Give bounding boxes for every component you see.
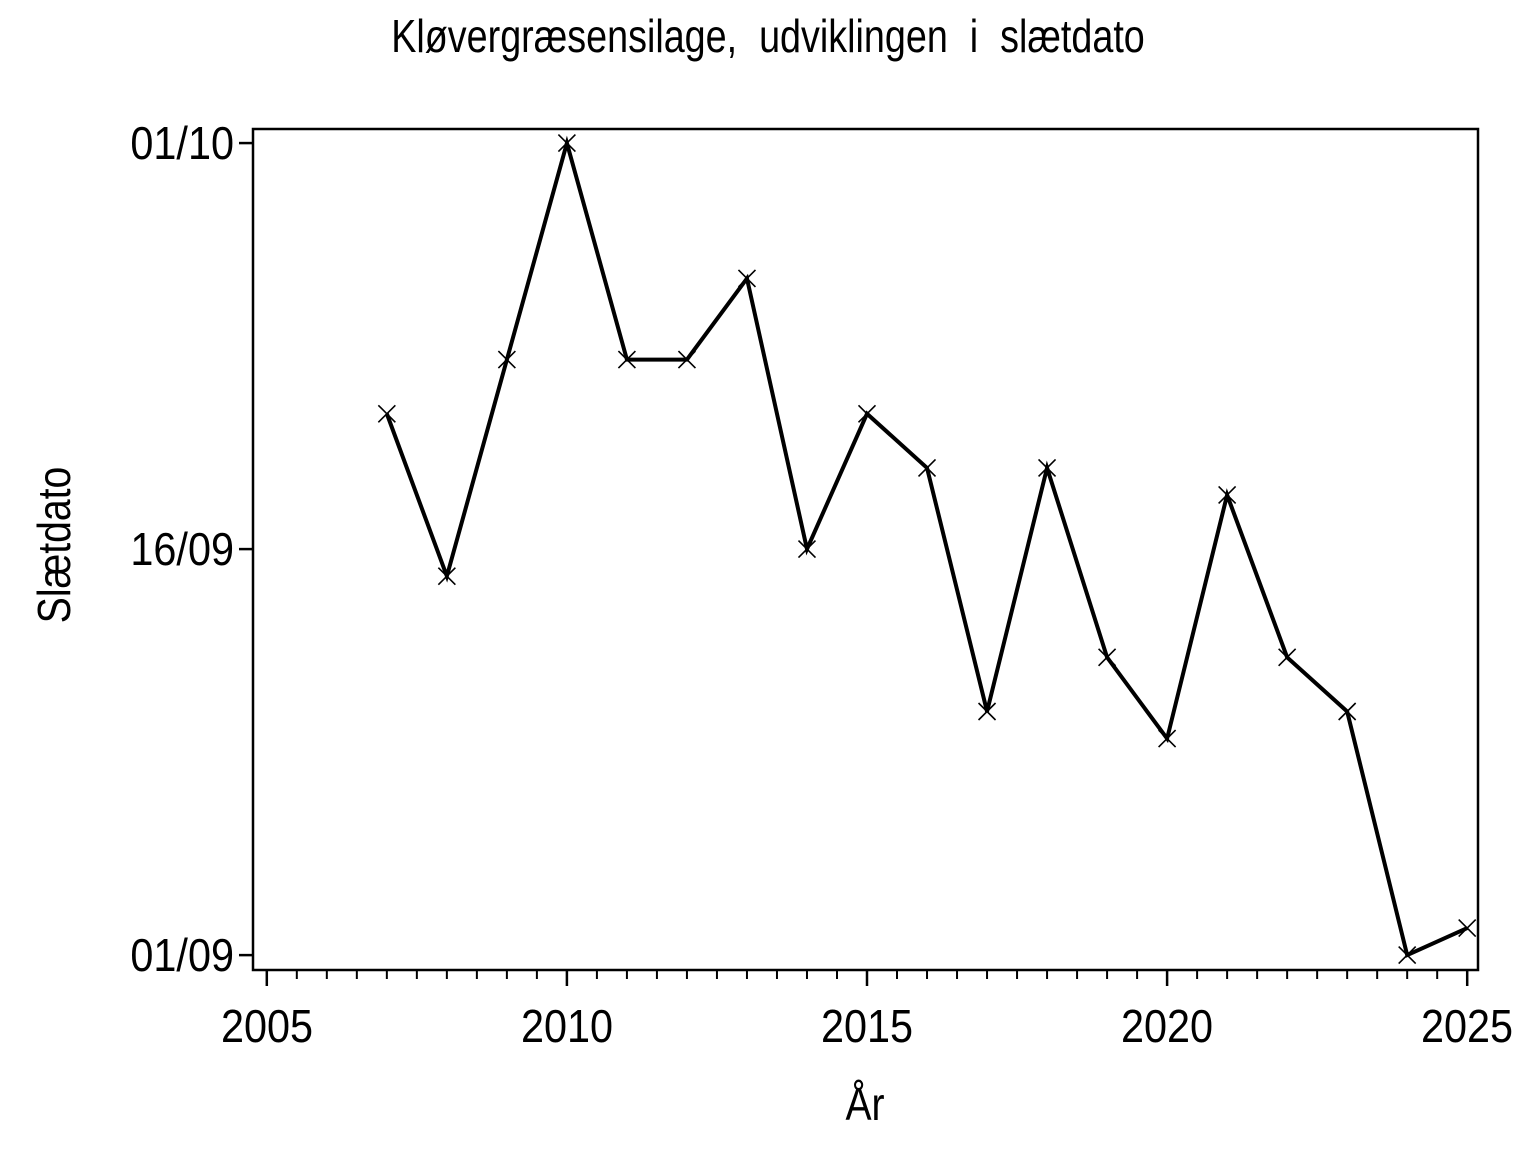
data-point-marker [617, 350, 636, 369]
x-tick-label: 2010 [520, 1000, 613, 1052]
data-point-marker [737, 269, 757, 288]
y-tick-label: 16/09 [130, 523, 234, 576]
x-tick-label: 2025 [1421, 1000, 1514, 1052]
x-tick-label: 2020 [1121, 1000, 1214, 1052]
data-point-marker [797, 540, 817, 559]
data-point-marker [377, 404, 396, 423]
data-point-marker [557, 134, 576, 153]
data-point-marker [437, 567, 456, 586]
data-point-marker [1218, 485, 1237, 505]
data-point-marker [1338, 702, 1357, 721]
x-axis-title: År [845, 1078, 885, 1130]
data-point-marker [917, 458, 937, 477]
data-point-marker [497, 350, 516, 369]
x-tick-label: 2005 [220, 1000, 313, 1052]
x-tick-label: 2015 [820, 1000, 914, 1052]
data-point-marker [1458, 918, 1477, 938]
data-point-marker [857, 404, 877, 423]
data-point-marker [977, 702, 997, 721]
chart-title: Kløvergræsensilage, udviklingen i slætda… [391, 10, 1145, 62]
y-axis-title: Slætdato [28, 466, 80, 624]
y-tick-label: 01/09 [130, 929, 234, 982]
data-point-marker [1098, 648, 1117, 667]
data-point-marker [677, 350, 697, 369]
data-point-marker [1158, 729, 1177, 748]
y-tick-label: 01/10 [130, 117, 234, 170]
data-point-marker [1278, 648, 1297, 667]
data-point-marker [1398, 946, 1417, 965]
data-line [384, 135, 1469, 958]
data-point-marker [1037, 458, 1057, 477]
